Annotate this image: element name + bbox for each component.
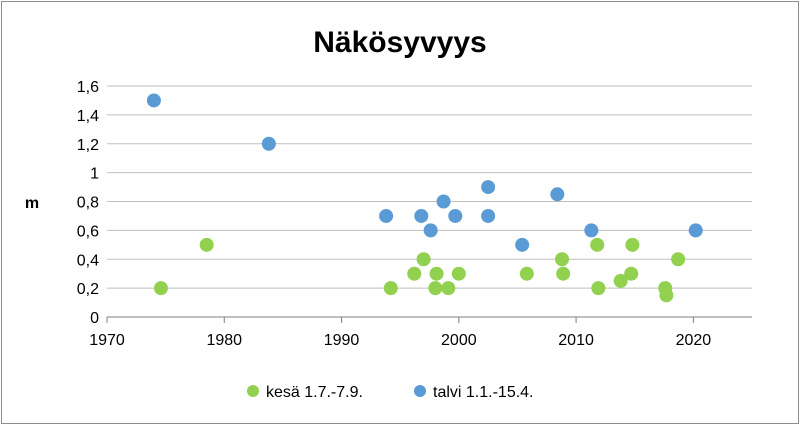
tick-labels: 0 0,2 0,4 0,6 0,8 1 1,2 1,4 1,6 1970 1980 1990 2000 2…: [77, 79, 712, 349]
kesa-point: [671, 252, 686, 267]
talvi-point: [423, 223, 438, 238]
y-tick-label: 0: [90, 310, 99, 327]
kesa-point: [519, 266, 534, 281]
y-tick-label: 0,4: [77, 252, 99, 269]
talvi-point: [481, 180, 496, 195]
talvi-point: [515, 237, 530, 252]
legend-label: kesä 1.7.-7.9.: [266, 384, 363, 401]
kesa-point: [624, 266, 639, 281]
x-tick-label: 2020: [676, 332, 712, 349]
axes: [106, 316, 752, 323]
y-tick-label: 1: [90, 166, 99, 183]
y-tick-label: 1,2: [77, 137, 99, 154]
y-tick-label: 1,4: [77, 108, 99, 125]
y-tick-label: 1,6: [77, 79, 99, 96]
y-axis-label: m: [25, 195, 39, 212]
legend-label: talvi 1.1.-15.4.: [433, 384, 534, 401]
legend: kesä 1.7.-7.9. talvi 1.1.-15.4.: [247, 384, 534, 401]
kesa-point: [441, 281, 456, 296]
y-tick-label: 0,2: [77, 281, 99, 298]
talvi-point: [550, 187, 565, 202]
kesa-point: [613, 273, 628, 288]
y-tick-label: 0,8: [77, 195, 99, 212]
legend-marker: [247, 385, 259, 397]
x-tick-label: 1970: [89, 332, 125, 349]
x-tick-label: 1990: [324, 332, 360, 349]
talvi-point: [448, 208, 463, 223]
x-tick-label: 2000: [441, 332, 477, 349]
talvi-point: [414, 208, 429, 223]
kesa-point: [625, 237, 640, 252]
talvi-point: [146, 93, 161, 108]
talvi-point: [688, 223, 703, 238]
x-tick-label: 2010: [558, 332, 594, 349]
talvi-point: [584, 223, 599, 238]
kesa-point: [556, 266, 571, 281]
kesa-point: [555, 252, 570, 267]
kesa-point: [591, 281, 606, 296]
kesa-point: [407, 266, 422, 281]
gridlines: [107, 85, 752, 289]
kesa-point: [153, 281, 168, 296]
kesa-point: [383, 281, 398, 296]
kesa-point: [659, 288, 674, 303]
kesa-point: [590, 237, 605, 252]
kesa-point: [416, 252, 431, 267]
legend-marker: [414, 385, 426, 397]
talvi-point: [481, 208, 496, 223]
kesa-point: [429, 266, 444, 281]
x-tick-label: 1980: [206, 332, 242, 349]
chart-title: Näkösyvyys: [313, 26, 486, 59]
y-tick-label: 0,6: [77, 223, 99, 240]
talvi-point: [379, 208, 394, 223]
kesa-point: [451, 266, 466, 281]
talvi-point: [436, 194, 451, 209]
kesa-point: [428, 281, 443, 296]
talvi-point: [261, 136, 276, 151]
kesa-point: [199, 237, 214, 252]
data-points: [146, 93, 703, 303]
